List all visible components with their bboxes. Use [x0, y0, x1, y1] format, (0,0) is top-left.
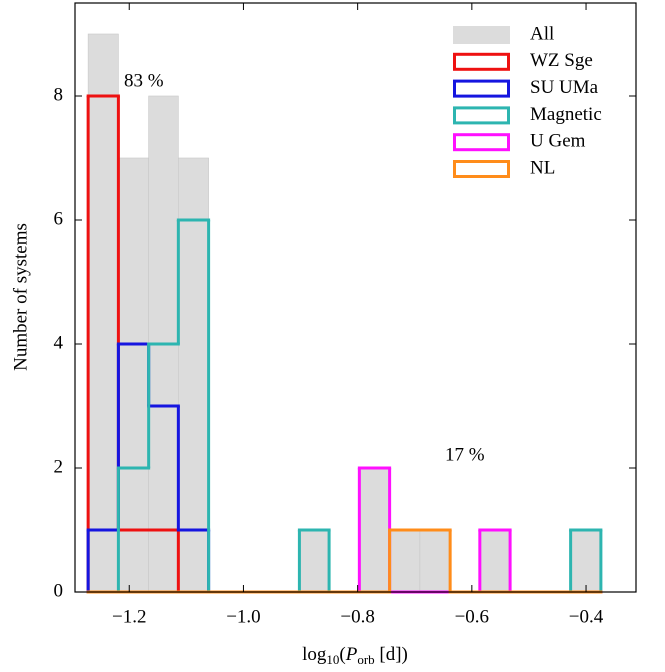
- legend-label: SU UMa: [530, 77, 599, 98]
- y-axis-label: Number of systems: [10, 223, 31, 371]
- y-tick-label: 4: [54, 332, 64, 353]
- legend-swatch: [453, 26, 510, 44]
- x-label-part: orb: [357, 652, 374, 667]
- x-label-part: log: [302, 644, 327, 665]
- legend-label: Magnetic: [530, 104, 602, 125]
- legend-label: U Gem: [530, 131, 586, 152]
- bar: [479, 529, 511, 593]
- bar: [570, 529, 602, 593]
- x-label-part: P: [345, 644, 358, 665]
- x-label-part: [d]): [375, 644, 408, 665]
- x-label-part: 10: [326, 652, 339, 667]
- legend-swatch: [453, 160, 510, 178]
- x-label-part: (: [339, 644, 345, 665]
- legend-swatch: [453, 133, 510, 152]
- bar: [178, 157, 209, 593]
- bar: [87, 33, 119, 593]
- y-tick-label: 0: [54, 580, 64, 601]
- step-edges: [86, 96, 180, 592]
- x-tick-label: −0.4: [569, 606, 604, 627]
- x-axis-label: log10(Porb [d]): [302, 644, 408, 667]
- x-tick-label: −1.2: [112, 606, 146, 627]
- plot-frame: [74, 2, 637, 593]
- x-tick-label: −1.0: [226, 606, 260, 627]
- legend-label: WZ Sge: [530, 50, 593, 71]
- legend-swatch: [453, 106, 510, 125]
- step-edges: [86, 344, 211, 592]
- step-edges: [357, 468, 512, 592]
- legend-swatch: [453, 79, 510, 98]
- x-tick-label: −0.8: [340, 606, 374, 627]
- bar: [419, 529, 451, 593]
- legend-label: All: [530, 23, 554, 44]
- step-edges: [116, 220, 603, 592]
- annotation: 83 %: [124, 70, 164, 91]
- bar: [299, 529, 330, 593]
- annotation: 17 %: [445, 444, 485, 465]
- bar: [359, 467, 390, 593]
- bar: [389, 529, 421, 593]
- legend-swatch: [453, 52, 510, 71]
- bar: [118, 157, 149, 593]
- y-tick-label: 8: [54, 84, 64, 105]
- y-tick-label: 6: [54, 208, 64, 229]
- x-tick-label: −0.6: [455, 606, 489, 627]
- legend-label: NL: [530, 157, 555, 178]
- y-tick-label: 2: [54, 456, 64, 477]
